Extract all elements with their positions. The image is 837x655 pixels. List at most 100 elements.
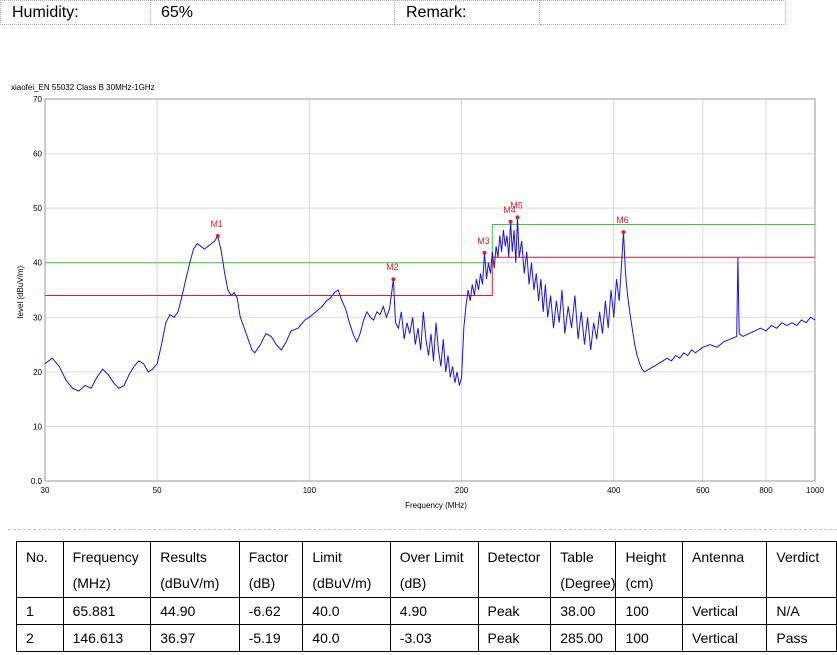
trace-line: [44, 217, 816, 392]
table-cell: 146.613: [62, 624, 152, 652]
table-row: 2 146.613 36.97 -5.19 40.0 -3.03 Peak 285.00 100…: [16, 624, 837, 652]
header-title: Factor: [248, 549, 289, 565]
header-title: No.: [26, 549, 48, 565]
table-cell: 285.00: [550, 624, 617, 652]
marker-point: [508, 219, 513, 224]
table-cell: N/A: [766, 597, 837, 625]
emission-chart: xiaofei_EN 55032 Class B 30MHz-1GHz Freq…: [11, 83, 825, 510]
table-cell: -6.62: [238, 597, 304, 625]
header-cell: Detector: [477, 541, 552, 598]
header-unit: (dBuV/m): [312, 575, 372, 591]
marker-label: M6: [616, 215, 629, 225]
x-tick-label: 50: [153, 486, 162, 495]
limit-line-green: [45, 224, 815, 264]
table-row: 1 65.881 44.90 -6.62 40.0 4.90 Peak 38.00 100 Ver…: [16, 597, 837, 625]
header-title: Over Limit: [399, 549, 464, 565]
header-title: Table: [560, 549, 594, 565]
marker-point: [482, 250, 487, 255]
header-cell: Results (dBuV/m): [150, 541, 240, 598]
header-cell: Verdict: [766, 541, 837, 598]
header-unit: (cm): [625, 575, 654, 591]
table-cell: 100: [615, 624, 684, 652]
info-table: Humidity: 65% Remark:: [0, 0, 786, 25]
y-axis-label: level (dBuV/m): [16, 265, 25, 318]
y-tick-label: 20: [33, 368, 42, 377]
header-cell: Table (Degree): [550, 541, 617, 598]
header-cell: Antenna: [682, 541, 768, 598]
table-cell: -5.19: [238, 624, 304, 652]
limit-lines: [45, 224, 815, 296]
chart-title: xiaofei_EN 55032 Class B 30MHz-1GHz: [11, 83, 155, 92]
table-cell: Pass: [766, 624, 837, 652]
table-cell: 40.0: [302, 624, 391, 652]
y-tick-label: 60: [33, 150, 42, 159]
humidity-label: Humidity:: [0, 0, 151, 25]
y-tick-label: 0.0: [31, 477, 43, 486]
remark-label: Remark:: [394, 0, 540, 25]
header-unit: (dB): [399, 575, 427, 591]
header-cell: Limit (dBuV/m): [302, 541, 391, 598]
header-title: Limit: [312, 549, 342, 565]
chart-grid: [44, 98, 816, 482]
table-cell: 36.97: [150, 624, 240, 652]
table-cell: 2: [16, 624, 64, 652]
results-table: No. Frequency (MHz) Results (dBuV/m) Factor (d…: [16, 541, 837, 652]
remark-value: [539, 0, 786, 25]
table-cell: Peak: [477, 624, 552, 652]
x-tick-label: 1000: [806, 486, 824, 495]
y-tick-label: 40: [33, 259, 42, 268]
x-axis-label: Frequency (MHz): [405, 501, 467, 510]
limit-line-red: [45, 256, 815, 296]
header-unit: (dB): [248, 575, 276, 591]
table-cell: 38.00: [550, 597, 617, 625]
header-title: Verdict: [776, 549, 820, 565]
axis-ticks: 30 50 100 200 400 600 800 1000 0.0 10 20 30 40 50 60 70: [31, 95, 825, 495]
x-tick-label: 100: [303, 486, 317, 495]
x-tick-label: 600: [696, 486, 710, 495]
marker-point: [621, 230, 626, 235]
trace-layer: [44, 217, 816, 392]
x-tick-label: 800: [759, 486, 773, 495]
header-row: No. Frequency (MHz) Results (dBuV/m) Factor (d…: [16, 541, 837, 598]
header-title: Antenna: [692, 549, 745, 565]
marker-point: [515, 215, 520, 220]
header-cell: Height (cm): [615, 541, 684, 598]
x-tick-label: 200: [455, 486, 469, 495]
table-cell: Vertical: [682, 597, 768, 625]
table-cell: -3.03: [389, 624, 479, 652]
header-unit: (MHz): [72, 575, 111, 591]
table-cell: 65.881: [62, 597, 152, 625]
header-cell: Factor (dB): [238, 541, 304, 598]
marker-label: M5: [510, 200, 523, 210]
header-cell: Over Limit (dB): [389, 541, 479, 598]
marker-point: [215, 233, 220, 238]
marker-label: M1: [210, 219, 223, 229]
y-tick-label: 10: [33, 422, 42, 431]
header-unit: (Degree): [560, 575, 616, 591]
y-tick-label: 50: [33, 204, 42, 213]
x-tick-label: 400: [607, 486, 621, 495]
header-title: Height: [625, 549, 666, 565]
header-unit: (dBuV/m): [160, 575, 220, 591]
table-cell: 44.90: [150, 597, 240, 625]
section-divider: [8, 529, 837, 530]
table-cell: 4.90: [389, 597, 479, 625]
x-tick-label: 30: [41, 486, 50, 495]
table-cell: Vertical: [682, 624, 768, 652]
table-cell: 40.0: [302, 597, 391, 625]
humidity-value: 65%: [150, 0, 395, 25]
marker-point: [391, 277, 396, 282]
header-title: Results: [160, 549, 207, 565]
table-cell: 1: [16, 597, 64, 625]
marker-label: M4: [503, 205, 516, 215]
marker-label: M2: [386, 262, 399, 272]
plot-area-border: [44, 98, 816, 482]
header-cell: Frequency (MHz): [62, 541, 152, 598]
y-tick-label: 70: [33, 95, 42, 104]
y-tick-label: 30: [33, 313, 42, 322]
header-title: Detector: [487, 549, 541, 565]
header-cell: No.: [16, 541, 64, 598]
header-title: Frequency: [72, 549, 139, 565]
table-cell: 100: [615, 597, 684, 625]
